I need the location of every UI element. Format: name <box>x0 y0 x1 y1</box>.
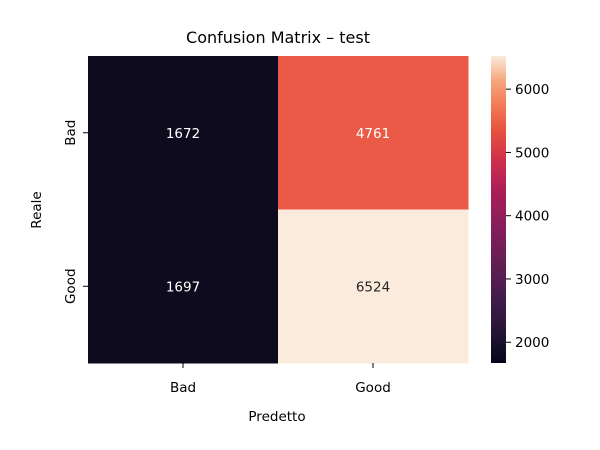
colorbar-tick-label-6000: 6000 <box>515 82 549 98</box>
y-tick-label-bad: Bad <box>63 120 79 146</box>
cell-bad-good <box>278 56 469 210</box>
heatmap-cells <box>88 56 469 364</box>
x-axis-label: Predetto <box>248 409 305 425</box>
cell-good-good-label: 6524 <box>356 279 390 295</box>
colorbar-tick-label-3000: 3000 <box>515 272 549 288</box>
cell-good-bad-label: 1697 <box>166 279 200 295</box>
colorbar-tick-label-4000: 4000 <box>515 209 549 225</box>
y-axis: Bad Good <box>63 120 88 304</box>
heatmap-cell-labels: 1672 4761 1697 6524 <box>166 126 390 296</box>
colorbar <box>491 56 506 363</box>
cell-good-good <box>278 209 469 364</box>
colorbar-tick-label-2000: 2000 <box>515 335 549 351</box>
colorbar-axis: 2000 3000 4000 5000 6000 <box>506 82 549 351</box>
cell-bad-bad <box>88 56 279 210</box>
cell-bad-good-label: 4761 <box>356 126 390 142</box>
y-axis-label: Reale <box>29 191 45 228</box>
colorbar-tick-label-5000: 5000 <box>515 145 549 161</box>
cell-good-bad <box>88 209 279 364</box>
y-tick-label-good: Good <box>63 268 79 304</box>
x-tick-label-good: Good <box>355 380 391 396</box>
chart-title: Confusion Matrix – test <box>186 28 370 47</box>
x-tick-label-bad: Bad <box>170 380 196 396</box>
cell-bad-bad-label: 1672 <box>166 126 200 142</box>
x-axis: Bad Good <box>170 363 391 396</box>
